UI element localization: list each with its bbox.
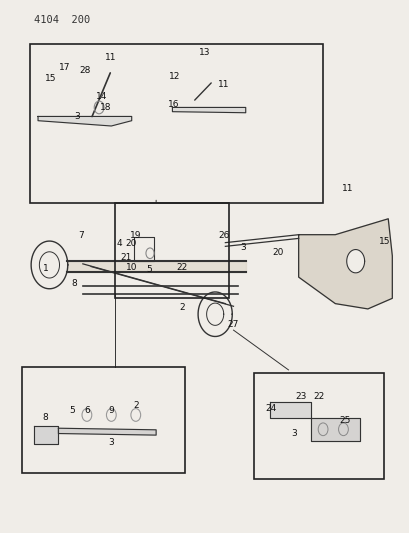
Polygon shape <box>34 425 58 444</box>
Text: 7: 7 <box>78 231 83 240</box>
Text: 14: 14 <box>95 92 107 101</box>
Text: 17: 17 <box>58 63 70 72</box>
Polygon shape <box>38 116 131 126</box>
Text: 20: 20 <box>272 248 283 257</box>
Text: 4: 4 <box>117 239 122 248</box>
Polygon shape <box>270 402 310 418</box>
Text: 20: 20 <box>125 239 136 248</box>
Text: 25: 25 <box>339 416 351 425</box>
Polygon shape <box>66 261 245 272</box>
Text: 26: 26 <box>218 231 230 240</box>
Text: 15: 15 <box>45 74 56 83</box>
Polygon shape <box>172 108 245 113</box>
Text: 5: 5 <box>69 406 74 415</box>
Bar <box>253 373 383 479</box>
Text: 9: 9 <box>108 406 114 415</box>
Text: 11: 11 <box>105 53 116 62</box>
Circle shape <box>346 249 364 273</box>
Text: 13: 13 <box>199 49 210 58</box>
Polygon shape <box>310 418 359 441</box>
Text: 16: 16 <box>167 100 179 109</box>
Bar <box>30 44 322 203</box>
Text: 21: 21 <box>119 253 131 262</box>
Text: 11: 11 <box>341 183 353 192</box>
Text: 23: 23 <box>294 392 306 401</box>
Text: 2: 2 <box>180 303 185 312</box>
Text: 3: 3 <box>239 244 245 253</box>
Text: 4104  200: 4104 200 <box>34 14 90 25</box>
Text: 3: 3 <box>291 429 297 438</box>
Text: 2: 2 <box>133 401 138 410</box>
Text: 3: 3 <box>74 112 79 121</box>
Text: 3: 3 <box>108 438 114 447</box>
Text: 22: 22 <box>312 392 324 401</box>
Bar <box>115 203 229 298</box>
Polygon shape <box>298 219 391 309</box>
Text: 10: 10 <box>126 263 137 272</box>
Text: 5: 5 <box>146 265 151 273</box>
Text: 12: 12 <box>169 72 180 81</box>
Bar <box>22 367 184 473</box>
Text: 8: 8 <box>43 413 48 422</box>
Text: 8: 8 <box>71 279 76 288</box>
Text: 15: 15 <box>378 237 390 246</box>
Text: 24: 24 <box>265 403 276 413</box>
Text: 11: 11 <box>217 80 229 89</box>
Text: 1: 1 <box>43 264 48 272</box>
Text: 28: 28 <box>79 66 90 75</box>
Text: 6: 6 <box>84 406 90 415</box>
Text: 22: 22 <box>176 263 187 272</box>
Text: 18: 18 <box>100 103 111 112</box>
Text: 27: 27 <box>227 320 238 329</box>
Polygon shape <box>58 428 156 435</box>
Text: 19: 19 <box>130 231 141 240</box>
